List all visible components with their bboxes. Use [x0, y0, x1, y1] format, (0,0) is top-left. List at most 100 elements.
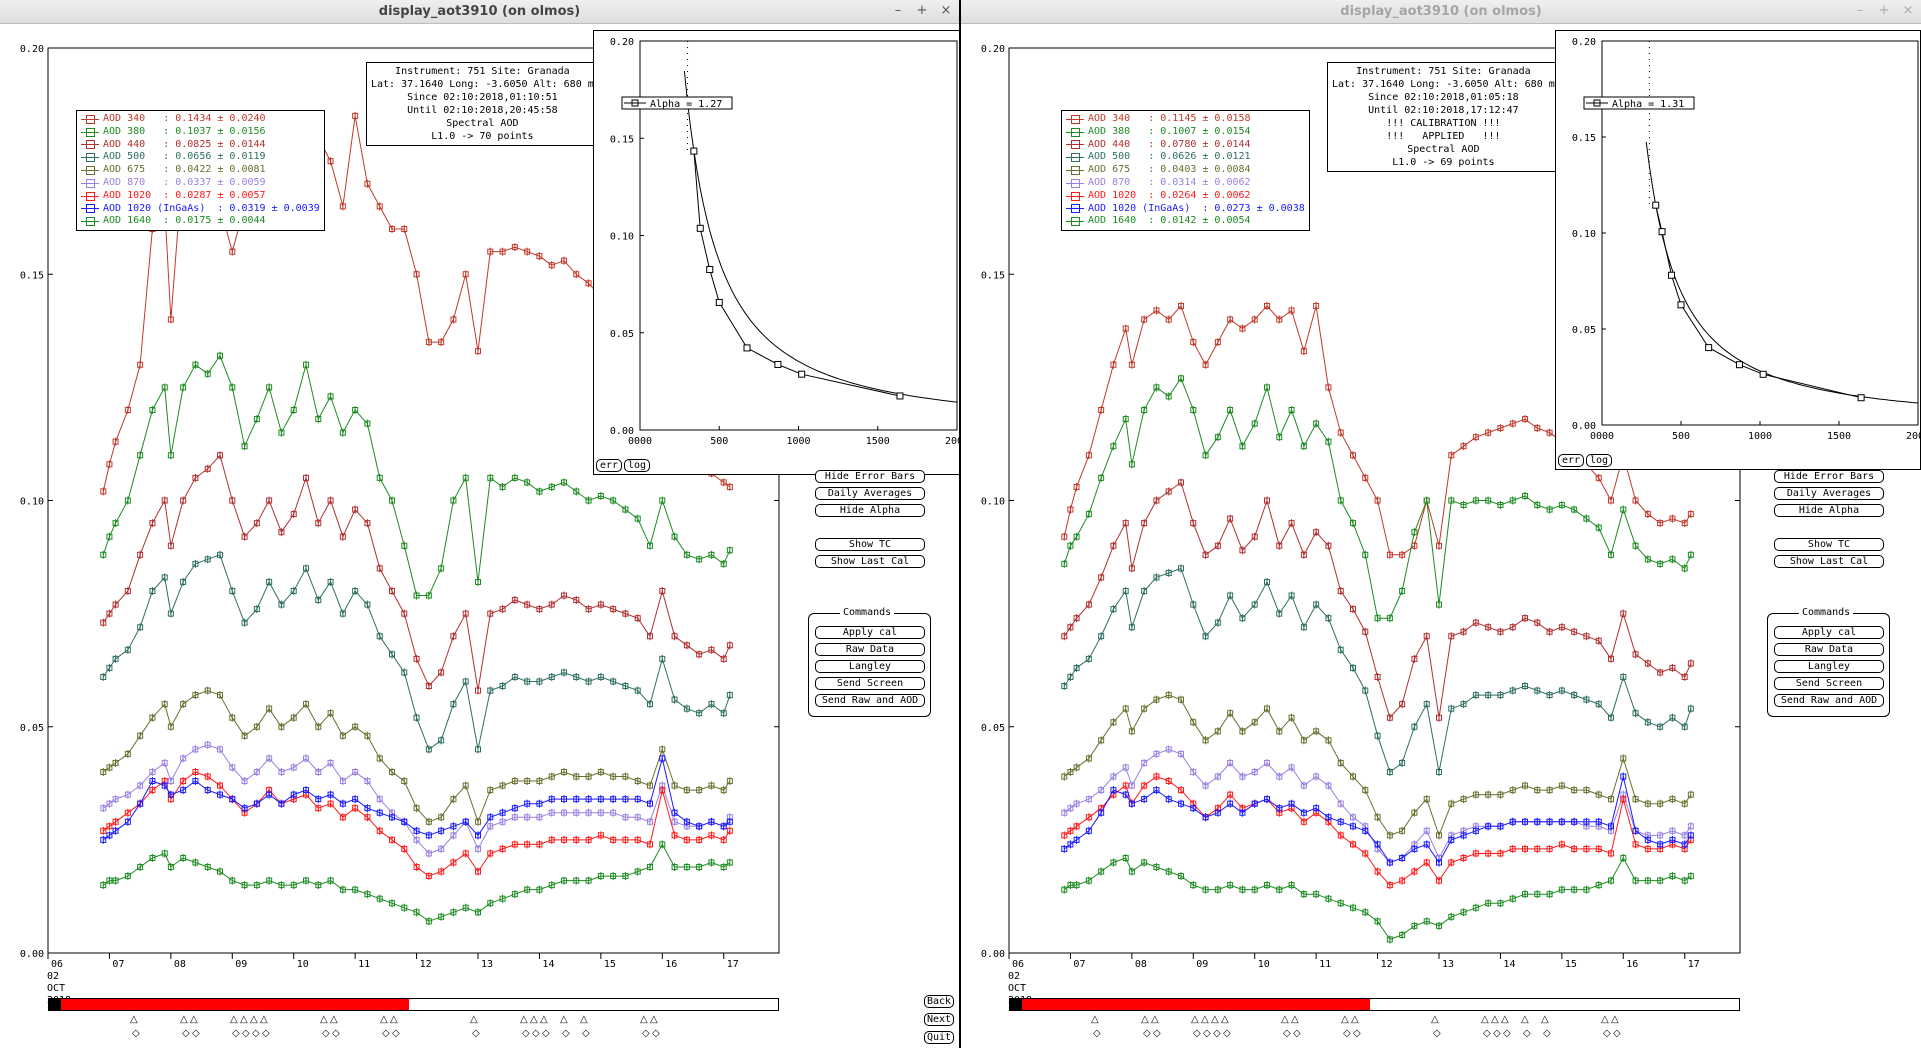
y-tick-label: 0.15	[981, 270, 1005, 281]
left-hide-alpha-button[interactable]: Hide Alpha	[815, 504, 925, 517]
right-inset-log-button[interactable]: log	[1586, 454, 1612, 467]
left-window: display_aot3910 (on olmos) – + × 0.00 0.0…	[0, 0, 961, 1048]
left-send-screen-button[interactable]: Send Screen	[815, 677, 925, 690]
data-point	[647, 542, 653, 549]
data-point	[450, 497, 457, 504]
next-button[interactable]: Next	[924, 1013, 954, 1026]
data-point	[1399, 759, 1406, 766]
data-point	[1497, 900, 1504, 907]
marker-triangle-icon: △	[1601, 1014, 1609, 1025]
minimize-icon[interactable]: –	[894, 3, 902, 18]
inset-x-tick-label: 1500	[1827, 431, 1851, 442]
x-tick-label: 17	[1688, 959, 1700, 970]
series-line	[1063, 481, 1692, 719]
data-point	[1681, 800, 1688, 807]
left-langley-button[interactable]: Langley	[815, 660, 925, 673]
data-point	[1239, 325, 1246, 332]
right-daily-averages-button[interactable]: Daily Averages	[1774, 487, 1884, 500]
right-show-last-cal-button[interactable]: Show Last Cal	[1774, 555, 1884, 568]
data-point	[561, 836, 567, 843]
left-daily-averages-button[interactable]: Daily Averages	[815, 487, 925, 500]
data-point	[1681, 832, 1688, 839]
right-time-range-bar[interactable]	[1009, 998, 1740, 1011]
data-point	[1534, 687, 1541, 694]
data-point	[1350, 904, 1356, 911]
marker-triangle-icon: △	[640, 1014, 648, 1025]
data-point	[659, 841, 666, 848]
back-button[interactable]: Back	[924, 995, 954, 1008]
maximize-icon[interactable]: +	[1878, 3, 1890, 18]
left-show-last-cal-button[interactable]: Show Last Cal	[815, 555, 925, 568]
right-send-raw-and-aod-button[interactable]: Send Raw and AOD	[1774, 694, 1884, 707]
data-point	[1153, 864, 1160, 871]
marker-triangle-icon: △	[1201, 1014, 1209, 1025]
left-raw-data-button[interactable]: Raw Data	[815, 643, 925, 656]
data-point	[124, 646, 131, 653]
quit-button[interactable]: Quit	[924, 1031, 954, 1044]
data-point	[647, 818, 653, 825]
left-apply-cal-button[interactable]: Apply cal	[815, 626, 925, 639]
data-point	[524, 778, 531, 785]
data-point	[1313, 302, 1320, 309]
data-point	[106, 664, 113, 671]
data-point	[683, 551, 690, 558]
data-point	[1497, 791, 1504, 798]
data-point	[1337, 800, 1344, 807]
inset-x-tick-label: 1000	[786, 436, 810, 447]
left-hide-error-bars-button[interactable]: Hide Error Bars	[815, 470, 925, 483]
data-point	[634, 778, 641, 785]
data-point	[585, 678, 592, 685]
data-point	[647, 782, 653, 789]
right-titlebar[interactable]: display_aot3910 (on olmos) – + ×	[961, 0, 1921, 24]
data-point	[100, 882, 107, 889]
data-point	[217, 551, 223, 558]
data-point	[1165, 316, 1172, 323]
inset-y-tick-label: 0.10	[610, 232, 634, 243]
y-tick-label: 0.05	[20, 723, 44, 734]
data-point	[1399, 877, 1406, 884]
legend-label: AOD 1020 (InGaAs) : 0.0273 ± 0.0038	[1088, 202, 1305, 214]
data-point	[112, 601, 119, 608]
data-point	[1497, 692, 1504, 699]
minimize-icon[interactable]: –	[1856, 3, 1864, 18]
right-raw-data-button[interactable]: Raw Data	[1774, 643, 1884, 656]
data-point	[647, 701, 653, 708]
marker-diamond-icon: ◇	[542, 1028, 550, 1039]
data-point	[1202, 782, 1209, 789]
right-hide-error-bars-button[interactable]: Hide Error Bars	[1774, 470, 1884, 483]
y-tick-label: 0.10	[20, 497, 44, 508]
right-inset-err-button[interactable]: err	[1558, 454, 1584, 467]
right-apply-cal-button[interactable]: Apply cal	[1774, 626, 1884, 639]
data-point	[106, 877, 113, 884]
data-point	[327, 497, 334, 504]
data-point	[1141, 407, 1148, 413]
data-point	[1214, 809, 1221, 816]
data-point	[241, 805, 248, 812]
left-inset-err-button[interactable]: err	[596, 459, 622, 472]
maximize-icon[interactable]: +	[916, 3, 928, 18]
left-show-tc-button[interactable]: Show TC	[815, 538, 925, 551]
data-point	[192, 769, 199, 775]
data-point	[1122, 520, 1129, 527]
data-point	[1534, 845, 1541, 852]
right-send-screen-button[interactable]: Send Screen	[1774, 677, 1884, 690]
data-point	[1276, 316, 1283, 323]
right-hide-alpha-button[interactable]: Hide Alpha	[1774, 504, 1884, 517]
data-point	[1313, 420, 1320, 427]
data-point	[1362, 909, 1369, 916]
right-langley-button[interactable]: Langley	[1774, 660, 1884, 673]
left-send-raw-and-aod-button[interactable]: Send Raw and AOD	[815, 694, 925, 707]
right-show-tc-button[interactable]: Show TC	[1774, 538, 1884, 551]
data-point	[1546, 628, 1553, 635]
data-point	[303, 361, 309, 368]
left-inset-log-button[interactable]: log	[624, 459, 650, 472]
left-titlebar[interactable]: display_aot3910 (on olmos) – + ×	[0, 0, 959, 24]
data-point	[1313, 529, 1320, 536]
data-point	[1632, 542, 1639, 549]
data-point	[303, 877, 309, 884]
marker-triangle-icon: △	[560, 1014, 568, 1025]
close-icon[interactable]: ×	[1902, 3, 1914, 18]
close-icon[interactable]: ×	[940, 3, 952, 18]
data-point	[124, 407, 131, 413]
left-time-range-bar[interactable]	[48, 998, 779, 1011]
